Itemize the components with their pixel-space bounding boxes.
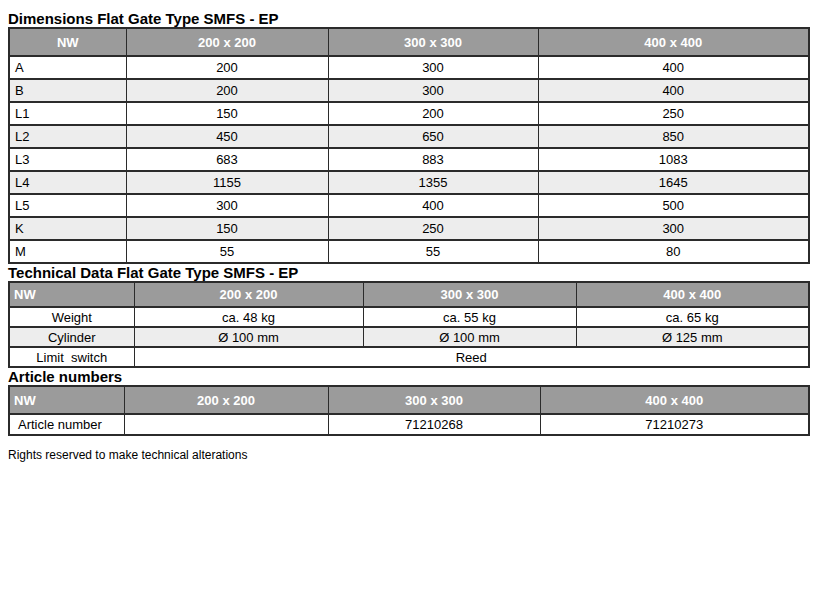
cell: 300 [538, 217, 809, 240]
column-header-nw: NW [9, 28, 126, 56]
column-header-200x200: 200 x 200 [134, 282, 363, 307]
table-row-m: M 55 55 80 [9, 240, 809, 263]
table-row-l5: L5 300 400 500 [9, 194, 809, 217]
row-label: K [9, 217, 126, 240]
row-label: L1 [9, 102, 126, 125]
document-page: Dimensions Flat Gate Type SMFS - EP NW 2… [0, 0, 822, 597]
cell: 250 [538, 102, 809, 125]
column-header-nw: NW [9, 386, 124, 414]
table-row-l1: L1 150 200 250 [9, 102, 809, 125]
cell: 300 [126, 194, 328, 217]
cell: 150 [126, 217, 328, 240]
column-header-200x200: 200 x 200 [124, 386, 328, 414]
cell: 683 [126, 148, 328, 171]
cell: Ø 100 mm [134, 327, 363, 347]
dimensions-section-title: Dimensions Flat Gate Type SMFS - EP [8, 10, 822, 27]
row-label: Limit switch [9, 347, 134, 367]
column-header-nw: NW [9, 282, 134, 307]
article-header-row: NW 200 x 200 300 x 300 400 x 400 [9, 386, 809, 414]
cell: 71210268 [328, 414, 540, 435]
row-label: Weight [9, 307, 134, 327]
dimensions-header-row: NW 200 x 200 300 x 300 400 x 400 [9, 28, 809, 56]
row-label: L5 [9, 194, 126, 217]
table-row-weight: Weight ca. 48 kg ca. 55 kg ca. 65 kg [9, 307, 809, 327]
cell [124, 414, 328, 435]
cell: 71210273 [540, 414, 809, 435]
table-row-l3: L3 683 883 1083 [9, 148, 809, 171]
row-label: M [9, 240, 126, 263]
cell: 55 [126, 240, 328, 263]
column-header-300x300: 300 x 300 [328, 28, 538, 56]
cell: ca. 55 kg [363, 307, 576, 327]
cell: 200 [126, 56, 328, 79]
column-header-300x300: 300 x 300 [363, 282, 576, 307]
column-header-200x200: 200 x 200 [126, 28, 328, 56]
table-row-limit-switch: Limit switch Reed [9, 347, 809, 367]
table-row-a: A 200 300 400 [9, 56, 809, 79]
cell: 1083 [538, 148, 809, 171]
column-header-400x400: 400 x 400 [540, 386, 809, 414]
row-label: Article number [9, 414, 124, 435]
table-row-l2: L2 450 650 850 [9, 125, 809, 148]
table-row-article-number: Article number 71210268 71210273 [9, 414, 809, 435]
cell: 150 [126, 102, 328, 125]
cell: 400 [538, 79, 809, 102]
technical-data-table: NW 200 x 200 300 x 300 400 x 400 Weight … [8, 281, 810, 368]
column-header-400x400: 400 x 400 [576, 282, 809, 307]
row-label: L4 [9, 171, 126, 194]
cell: ca. 48 kg [134, 307, 363, 327]
cell: 650 [328, 125, 538, 148]
article-numbers-section-title: Article numbers [8, 368, 822, 385]
cell: 300 [328, 56, 538, 79]
cell: 1155 [126, 171, 328, 194]
article-numbers-table: NW 200 x 200 300 x 300 400 x 400 Article… [8, 385, 810, 436]
technical-header-row: NW 200 x 200 300 x 300 400 x 400 [9, 282, 809, 307]
cell-merged: Reed [134, 347, 809, 367]
column-header-400x400: 400 x 400 [538, 28, 809, 56]
cell: 883 [328, 148, 538, 171]
row-label: Cylinder [9, 327, 134, 347]
table-row-b: B 200 300 400 [9, 79, 809, 102]
cell: 55 [328, 240, 538, 263]
technical-data-section-title: Technical Data Flat Gate Type SMFS - EP [8, 264, 822, 281]
table-row-cylinder: Cylinder Ø 100 mm Ø 100 mm Ø 125 mm [9, 327, 809, 347]
cell: 80 [538, 240, 809, 263]
dimensions-table: NW 200 x 200 300 x 300 400 x 400 A 200 3… [8, 27, 810, 264]
table-row-l4: L4 1155 1355 1645 [9, 171, 809, 194]
cell: 300 [328, 79, 538, 102]
rights-note: Rights reserved to make technical altera… [8, 448, 822, 462]
cell: 850 [538, 125, 809, 148]
cell: 450 [126, 125, 328, 148]
cell: 400 [328, 194, 538, 217]
row-label: L3 [9, 148, 126, 171]
cell: Ø 125 mm [576, 327, 809, 347]
cell: 200 [328, 102, 538, 125]
cell: ca. 65 kg [576, 307, 809, 327]
cell: 1355 [328, 171, 538, 194]
column-header-300x300: 300 x 300 [328, 386, 540, 414]
cell: 500 [538, 194, 809, 217]
row-label: A [9, 56, 126, 79]
cell: Ø 100 mm [363, 327, 576, 347]
row-label: B [9, 79, 126, 102]
cell: 1645 [538, 171, 809, 194]
table-row-k: K 150 250 300 [9, 217, 809, 240]
row-label: L2 [9, 125, 126, 148]
cell: 250 [328, 217, 538, 240]
cell: 400 [538, 56, 809, 79]
cell: 200 [126, 79, 328, 102]
